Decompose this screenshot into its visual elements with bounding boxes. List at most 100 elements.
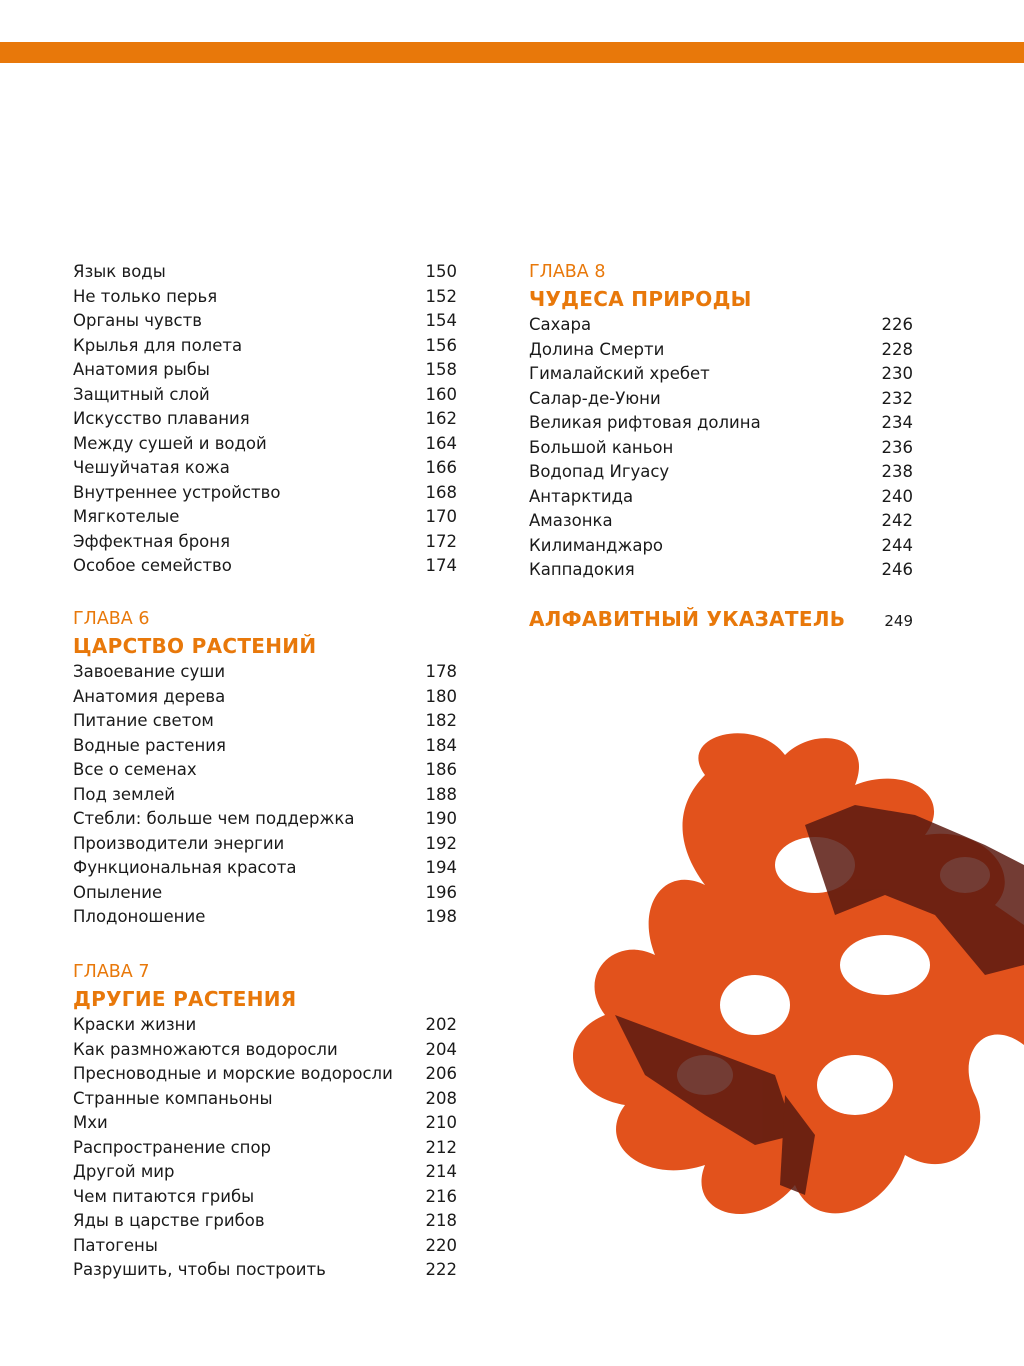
toc-entry[interactable]: Особое семейство 174 (73, 554, 457, 579)
entry-page: 160 (425, 384, 458, 404)
entry-page: 158 (425, 360, 458, 379)
toc-entry[interactable]: Большой каньон 236 (529, 436, 913, 461)
entry-page: 230 (881, 364, 914, 383)
entry-title: Мягкотелые (73, 507, 180, 526)
entry-page: 238 (881, 462, 914, 481)
toc-entry[interactable]: Анатомия дерева 180 (73, 685, 457, 710)
toc-entry[interactable]: Патогены 220 (73, 1234, 457, 1259)
toc-entry[interactable]: Антарктида 240 (529, 485, 913, 510)
entry-title: Разрушить, чтобы построить (73, 1260, 326, 1279)
toc-entry[interactable]: Как размножаются водоросли 204 (73, 1038, 457, 1063)
entry-title: Плодоношение (73, 907, 206, 926)
toc-entry[interactable]: Другой мир 214 (73, 1160, 457, 1185)
toc-entry[interactable]: Органы чувств 154 (73, 309, 457, 334)
toc-entry[interactable]: Эффектная броня 172 (73, 530, 457, 555)
entry-page: 154 (425, 311, 458, 330)
toc-entry[interactable]: Язык воды 150 (73, 260, 457, 285)
entry-title: Опыление (73, 882, 163, 902)
toc-entry[interactable]: Гималайский хребет 230 (529, 362, 913, 387)
toc-entry[interactable]: Внутреннее устройство 168 (73, 481, 457, 506)
entry-title: Как размножаются водоросли (73, 1039, 338, 1059)
toc-entry[interactable]: Не только перья 152 (73, 285, 457, 310)
toc-entry[interactable]: Защитный слой 160 (73, 383, 457, 408)
entry-page: 246 (881, 560, 914, 579)
entry-page: 168 (425, 482, 458, 502)
entry-page: 226 (881, 315, 914, 334)
index-entry[interactable]: АЛФАВИТНЫЙ УКАЗАТЕЛЬ 249 (529, 605, 913, 633)
entry-title: Водные растения (73, 735, 226, 755)
entry-page: 234 (881, 413, 914, 432)
chapter-8-section: ГЛАВА 8 ЧУДЕСА ПРИРОДЫ Сахара 226 Долина С… (529, 259, 913, 583)
chapter-label: ГЛАВА 8 (529, 262, 606, 282)
entry-page: 172 (425, 531, 458, 551)
toc-entry[interactable]: Плодоношение 198 (73, 905, 457, 930)
toc-entry[interactable]: Чем питаются грибы 216 (73, 1185, 457, 1210)
chapter-entries: Краски жизни 202 Как размножаются водоросл… (73, 1013, 457, 1283)
toc-entry[interactable]: Мхи 210 (73, 1111, 457, 1136)
entry-title: Искусство плавания (73, 409, 250, 428)
toc-entry[interactable]: Сахара 226 (529, 313, 913, 338)
toc-entry[interactable]: Завоевание суши 178 (73, 660, 457, 685)
toc-entry[interactable]: Стебли: больше чем поддержка 190 (73, 807, 457, 832)
toc-entry[interactable]: Краски жизни 202 (73, 1013, 457, 1038)
toc-entry[interactable]: Пресноводные и морские водоросли 206 (73, 1062, 457, 1087)
toc-entry[interactable]: Производители энергии 192 (73, 832, 457, 857)
entry-page: 220 (425, 1235, 458, 1255)
toc-entry[interactable]: Великая рифтовая долина 234 (529, 411, 913, 436)
toc-entry[interactable]: Мягкотелые 170 (73, 505, 457, 530)
entry-title: Каппадокия (529, 560, 635, 579)
toc-entry[interactable]: Крылья для полета 156 (73, 334, 457, 359)
toc-entry[interactable]: Водные растения 184 (73, 734, 457, 759)
entry-page: 166 (425, 458, 458, 477)
entry-page: 198 (425, 907, 458, 926)
entry-page: 210 (425, 1113, 458, 1132)
entry-page: 150 (425, 262, 458, 281)
entry-title: Странные компаньоны (73, 1088, 273, 1108)
toc-entry[interactable]: Функциональная красота 194 (73, 856, 457, 881)
index-page: 249 (884, 612, 913, 630)
entry-title: Салар-де-Уюни (529, 388, 661, 408)
toc-entry[interactable]: Питание светом 182 (73, 709, 457, 734)
entry-page: 188 (425, 784, 458, 804)
entry-page: 178 (425, 662, 458, 681)
entry-page: 216 (425, 1186, 458, 1206)
toc-entry[interactable]: Распространение спор 212 (73, 1136, 457, 1161)
toc-entry[interactable]: Каппадокия 246 (529, 558, 913, 583)
entry-title: Великая рифтовая долина (529, 413, 761, 432)
toc-entry[interactable]: Между сушей и водой 164 (73, 432, 457, 457)
entry-title: Производители энергии (73, 833, 285, 853)
entry-page: 214 (425, 1162, 458, 1181)
toc-entry[interactable]: Под землей 188 (73, 783, 457, 808)
entry-title: Особое семейство (73, 556, 232, 575)
toc-entry[interactable]: Килиманджаро 244 (529, 534, 913, 559)
entry-title: Внутреннее устройство (73, 482, 281, 502)
entry-page: 208 (425, 1088, 458, 1108)
toc-entry[interactable]: Разрушить, чтобы построить 222 (73, 1258, 457, 1283)
toc-entry[interactable]: Водопад Игуасу 238 (529, 460, 913, 485)
entry-page: 180 (425, 686, 458, 706)
entry-page: 206 (425, 1064, 458, 1083)
toc-entry[interactable]: Чешуйчатая кожа 166 (73, 456, 457, 481)
toc-entry[interactable]: Салар-де-Уюни 232 (529, 387, 913, 412)
entry-page: 242 (881, 511, 914, 530)
toc-entry[interactable]: Странные компаньоны 208 (73, 1087, 457, 1112)
entry-page: 232 (881, 388, 914, 408)
toc-entry[interactable]: Долина Смерти 228 (529, 338, 913, 363)
entry-page: 212 (425, 1137, 458, 1157)
toc-entry[interactable]: Искусство плавания 162 (73, 407, 457, 432)
entry-page: 196 (425, 882, 458, 902)
entry-page: 156 (425, 335, 458, 355)
entry-page: 236 (881, 437, 914, 457)
entry-title: Между сушей и водой (73, 433, 267, 453)
toc-entry[interactable]: Опыление 196 (73, 881, 457, 906)
entry-title: Крылья для полета (73, 335, 243, 355)
entry-title: Завоевание суши (73, 662, 226, 681)
entry-title: Килиманджаро (529, 535, 664, 555)
toc-entry[interactable]: Анатомия рыбы 158 (73, 358, 457, 383)
entry-page: 164 (425, 433, 458, 453)
entry-title: Антарктида (529, 486, 634, 506)
toc-entry[interactable]: Амазонка 242 (529, 509, 913, 534)
entry-title: Другой мир (73, 1162, 175, 1181)
toc-entry[interactable]: Яды в царстве грибов 218 (73, 1209, 457, 1234)
toc-entry[interactable]: Все о семенах 186 (73, 758, 457, 783)
